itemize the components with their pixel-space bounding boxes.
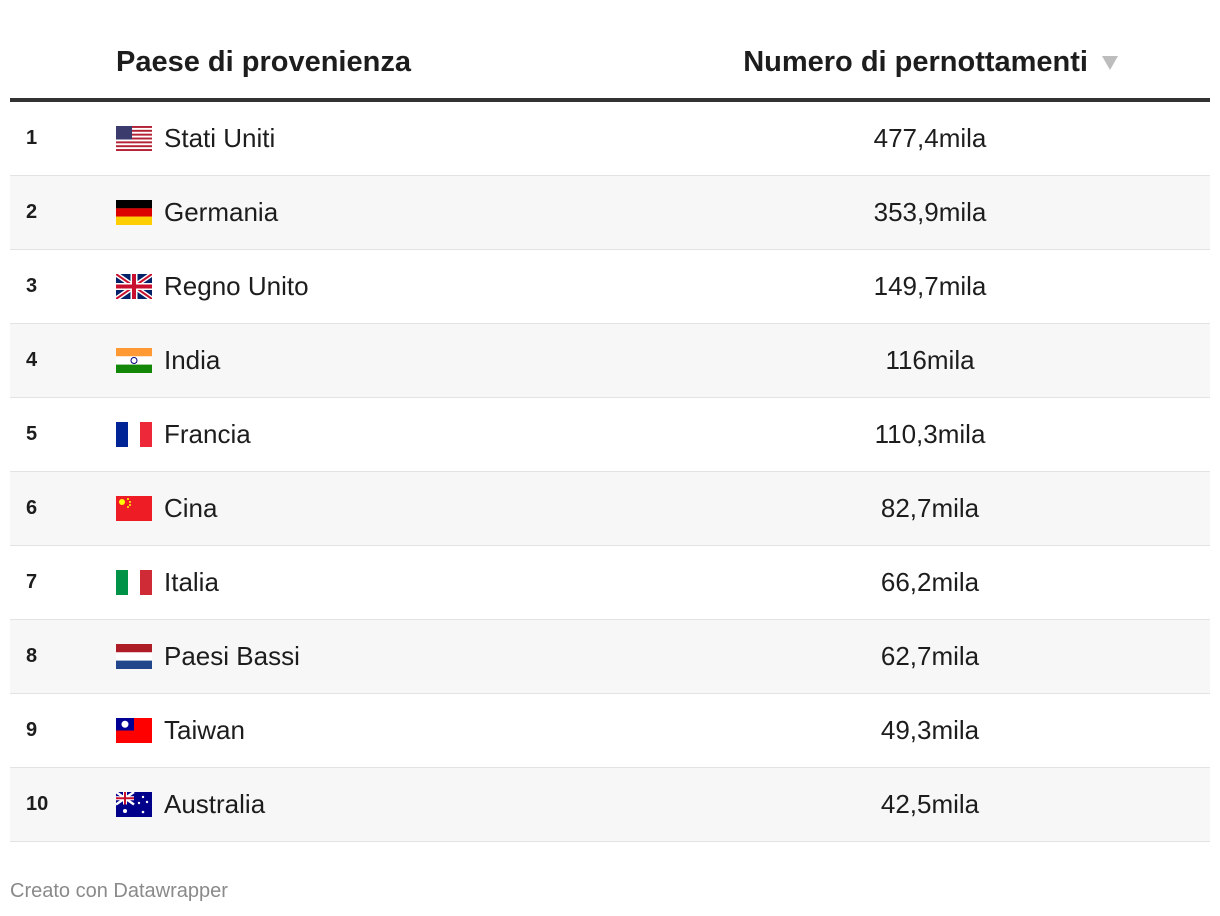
table-row: 7 Italia 66,2mila [10,546,1210,620]
rank-cell: 5 [26,423,38,445]
country-cell: Taiwan [164,715,245,745]
table-row: 5 Francia 110,3mila [10,398,1210,472]
flag-de-icon [116,200,152,225]
flag-nl-icon [116,644,152,669]
column-header-country[interactable]: Paese di provenienza [116,46,411,78]
flag-cn-icon [116,496,152,521]
value-cell: 49,3mila [880,715,980,745]
rank-cell: 7 [26,571,38,593]
flag-gb-icon [116,274,152,299]
table-row: 9 Taiwan 49,3mila [10,694,1210,768]
country-cell: Cina [164,493,218,523]
rank-cell: 3 [26,275,38,297]
value-cell: 82,7mila [880,493,980,523]
value-cell: 110,3mila [874,419,986,449]
table-body: 1 Stati Uniti 477,4mila 2 Germania 353,9mila 3… [10,102,1210,842]
footer-credit[interactable]: Creato con Datawrapper [10,880,228,902]
rank-cell: 1 [26,127,38,149]
value-cell: 62,7mila [880,641,980,671]
table-header: Paese di provenienza Numero di pernottam… [10,30,1210,102]
table-row: 8 Paesi Bassi 62,7mila [10,620,1210,694]
flag-us-icon [116,126,152,151]
column-header-overnight-stays[interactable]: Numero di pernottamenti [743,46,1088,78]
value-cell: 116mila [885,345,975,375]
flag-it-icon [116,570,152,595]
rank-cell: 8 [26,645,38,667]
rank-cell: 10 [26,793,49,815]
value-cell: 149,7mila [873,271,987,301]
rank-cell: 9 [26,719,38,741]
table-row: 4 India 116mila [10,324,1210,398]
table-row: 10 Australia 42,5mila [10,768,1210,842]
rank-cell: 4 [26,349,38,371]
table-row: 2 Germania 353,9mila [10,176,1210,250]
value-cell: 42,5mila [880,789,980,819]
flag-fr-icon [116,422,152,447]
country-cell: Australia [164,789,266,819]
data-table: Paese di provenienza Numero di pernottam… [10,30,1210,842]
country-cell: Germania [164,197,279,227]
country-cell: Paesi Bassi [164,641,300,671]
country-cell: Stati Uniti [164,123,276,153]
value-cell: 477,4mila [873,123,987,153]
country-cell: India [164,345,221,375]
table-row: 1 Stati Uniti 477,4mila [10,102,1210,176]
country-cell: Regno Unito [164,271,309,301]
flag-au-icon [116,792,152,817]
table-row: 6 Cina 82,7mila [10,472,1210,546]
rank-cell: 6 [26,497,38,519]
country-cell: Italia [164,567,219,597]
country-cell: Francia [164,419,251,449]
flag-tw-icon [116,718,152,743]
rank-cell: 2 [26,201,38,223]
value-cell: 353,9mila [873,197,987,227]
table-row: 3 Regno Unito 149,7mila [10,250,1210,324]
value-cell: 66,2mila [880,567,980,597]
sort-down-icon[interactable] [1102,56,1118,70]
flag-in-icon [116,348,152,373]
